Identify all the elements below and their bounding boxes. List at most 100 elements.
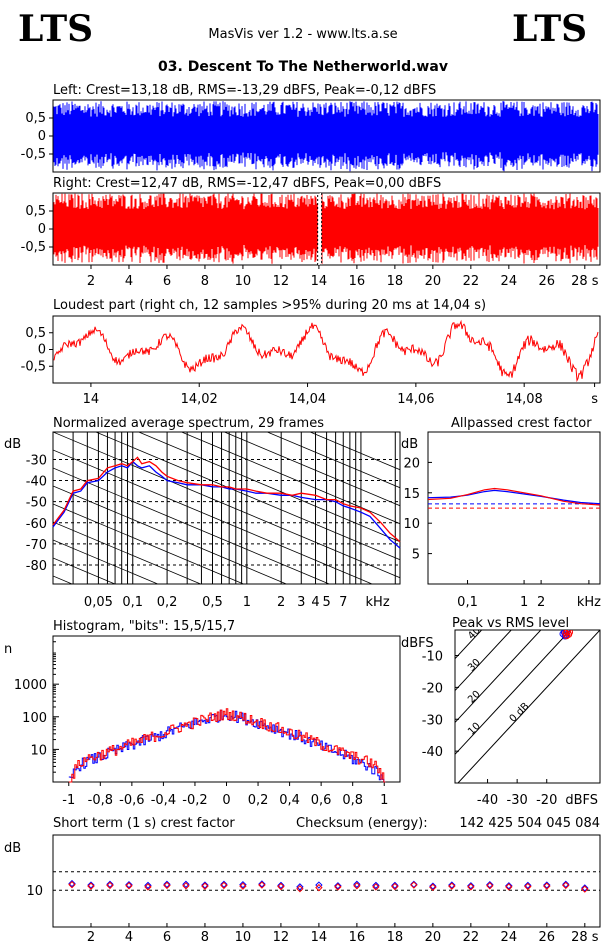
x-tick-label: 10 [235, 930, 252, 945]
x-tick-label: 0,4 [279, 793, 300, 808]
y-tick-label: -10 [422, 650, 443, 665]
y-tick-label: -0,5 [21, 147, 46, 162]
slope-line [53, 557, 116, 584]
x-axis-label: dBFS [565, 793, 598, 808]
x-tick-label: 0,05 [84, 595, 113, 610]
slope-line [53, 485, 288, 584]
x-tick-label: 0,6 [311, 793, 332, 808]
x-tick-label: kHz [366, 595, 390, 610]
x-tick-label: -0,6 [119, 793, 144, 808]
crest-point [125, 880, 133, 889]
y-tick-label: -0,5 [21, 359, 46, 374]
crest-point [220, 881, 228, 890]
crest-point [391, 881, 399, 890]
x-tick-label: 14,08 [506, 392, 543, 407]
crest-point [201, 882, 209, 890]
y-tick-label: 15 [403, 487, 420, 502]
slope-line [53, 467, 331, 584]
slope-line [266, 432, 400, 489]
x-tick-label: 16 [349, 274, 366, 289]
y-tick-label: -0,5 [21, 240, 46, 255]
plot-frame [454, 629, 601, 784]
x-tick-label: 28 s [571, 274, 599, 289]
slope-line [137, 432, 400, 543]
crest-point [68, 880, 76, 889]
panel-title: Right: Crest=12,47 dB, RMS=-12,47 dBFS, … [53, 176, 441, 191]
x-tick-label: -20 [536, 793, 557, 808]
x-tick-label: 14 [83, 392, 100, 407]
x-tick-label: 14,02 [181, 392, 218, 407]
x-tick-label: 7 [339, 595, 347, 610]
x-tick-label: -0,2 [182, 793, 207, 808]
crest-point [562, 881, 570, 890]
y-axis-label: dB [4, 841, 21, 856]
x-tick-label: 26 [539, 930, 556, 945]
lts-logo-left: LTS [18, 8, 94, 50]
x-tick-label: 10 [235, 274, 252, 289]
crest-point [182, 882, 190, 890]
crest-point [334, 883, 342, 891]
crest-point [543, 881, 551, 889]
y-axis-label: dBFS [401, 636, 434, 651]
crest-point [524, 881, 532, 890]
diagonal-label: 20 [466, 689, 483, 706]
y-tick-label: -50 [26, 496, 47, 511]
panel-title: Normalized average spectrum, 29 frames [53, 416, 324, 431]
y-tick-label: 0 [38, 343, 46, 358]
crest-point [315, 881, 323, 889]
x-tick-label: 22 [463, 274, 480, 289]
x-tick-label: 14,04 [289, 392, 326, 407]
x-tick-label: 2 [537, 595, 545, 610]
crest-point [486, 882, 494, 890]
x-tick-label: 1 [243, 595, 251, 610]
slope-line [53, 539, 159, 584]
x-tick-label: 8 [201, 930, 209, 945]
crest-point [505, 882, 513, 890]
diagonal-line [455, 630, 483, 660]
crest-point [68, 879, 76, 888]
crest-point [296, 883, 304, 891]
crest-point [277, 881, 285, 890]
spectrum-series-line [52, 460, 401, 549]
slope-line [53, 521, 202, 584]
crest-point [448, 881, 456, 889]
crest-point [429, 882, 437, 890]
spectrum-slope-lines [53, 432, 400, 740]
x-tick-label: 0,1 [122, 595, 143, 610]
y-tick-label: 10 [30, 743, 47, 758]
x-tick-label: -30 [507, 793, 528, 808]
x-tick-label: 18 [387, 930, 404, 945]
slope-line [53, 503, 245, 584]
diagonal-line [455, 630, 512, 691]
crest-point [448, 882, 456, 890]
x-tick-label: 2 [87, 930, 95, 945]
x-tick-label: 24 [501, 274, 518, 289]
diagonal-label: 30 [466, 657, 483, 674]
x-tick-label: 18 [387, 274, 404, 289]
x-tick-label: 0,2 [248, 793, 269, 808]
diagonal-line [455, 630, 572, 755]
crest-point [239, 880, 247, 889]
slope-line [53, 449, 374, 584]
x-tick-label: 2 [87, 274, 95, 289]
y-tick-label: -70 [26, 538, 47, 553]
crest-point [562, 880, 570, 889]
diagonal-label: 10 [466, 721, 483, 738]
crest-point [353, 882, 361, 890]
x-tick-label: 14 [311, 930, 328, 945]
waveform-trace [53, 101, 599, 172]
panel-title: Peak vs RMS level [452, 616, 569, 631]
crest-point [258, 881, 266, 889]
x-tick-label: s [591, 392, 598, 407]
file-title: 03. Descent To The Netherworld.wav [158, 59, 448, 75]
crest-point [239, 882, 247, 890]
panel-title: Left: Crest=13,18 dB, RMS=-13,29 dBFS, P… [53, 83, 436, 98]
crest-point [125, 882, 133, 890]
slope-line [53, 594, 400, 740]
y-axis-label: dB [4, 437, 21, 452]
crest-point [106, 881, 114, 890]
crest-point [106, 880, 114, 889]
x-tick-label: 0,8 [342, 793, 363, 808]
crest-point [163, 880, 171, 889]
